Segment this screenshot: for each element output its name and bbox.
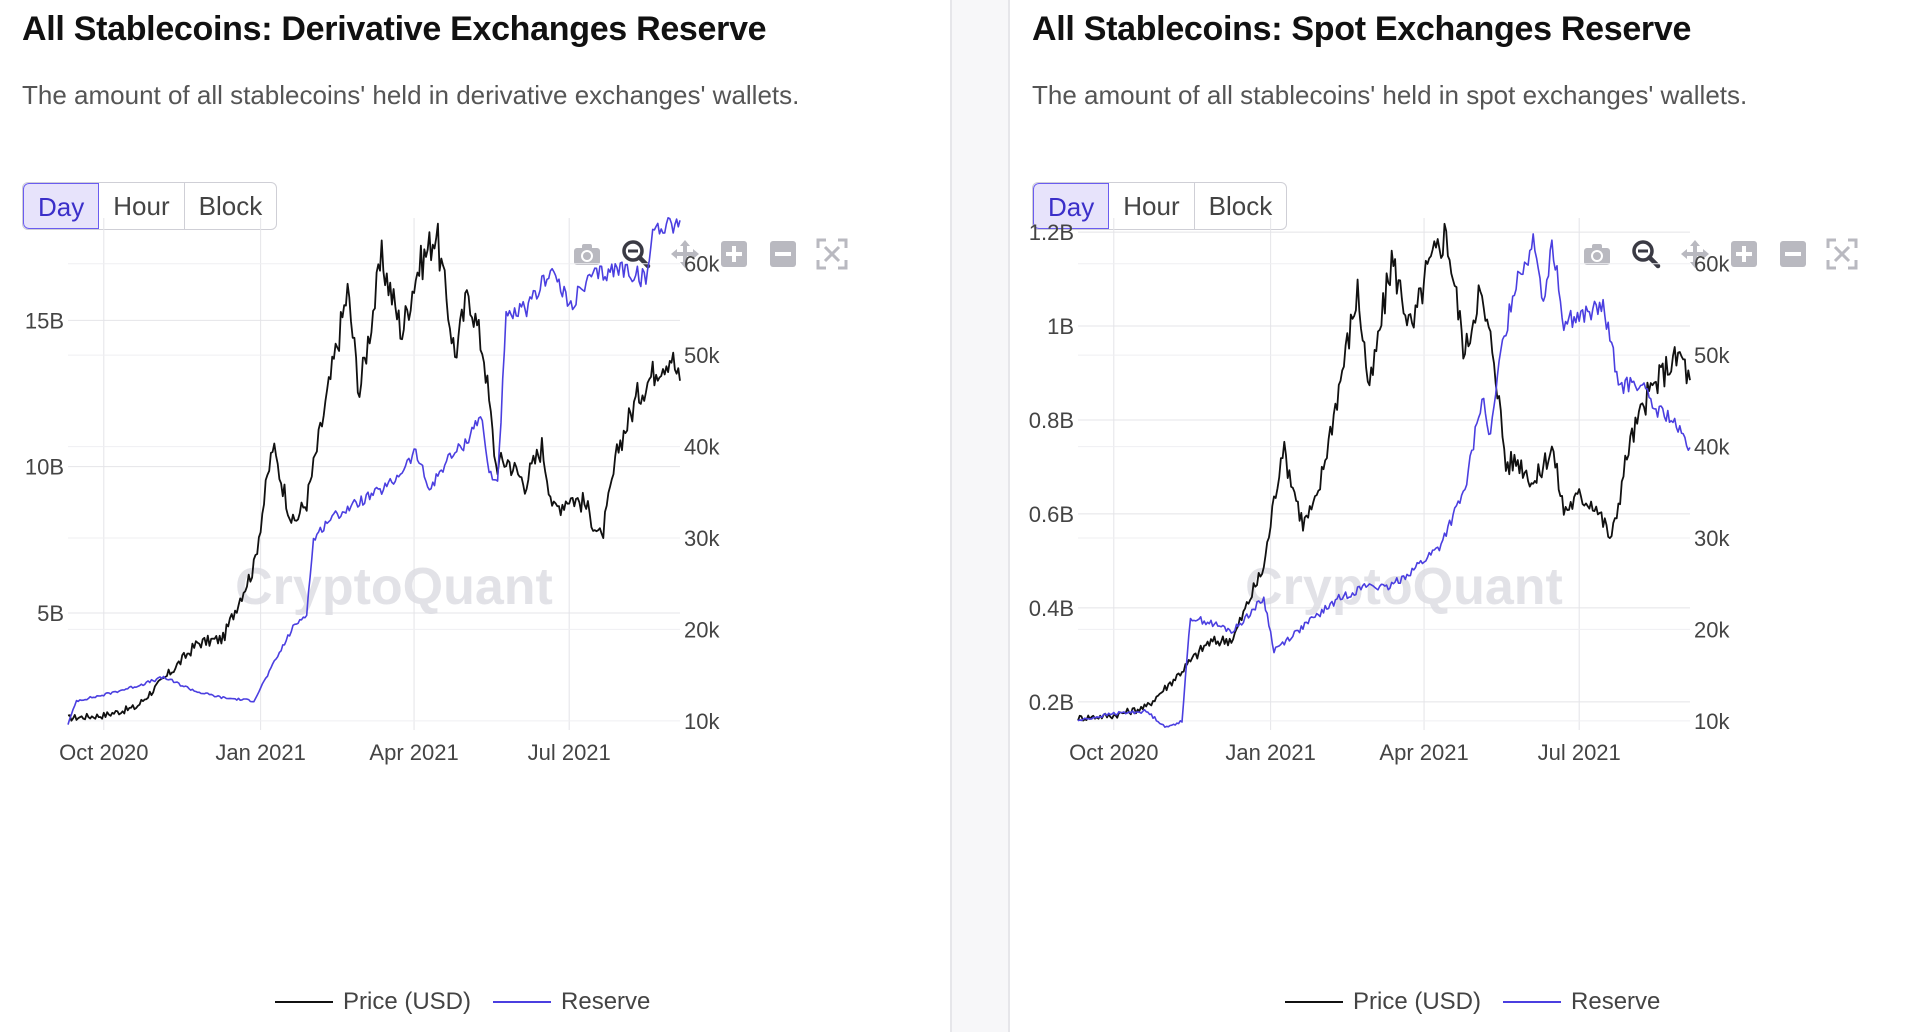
y-right-tick-label: 40k [1694, 435, 1730, 460]
resolution-toggle: Day Hour Block [1032, 182, 1288, 230]
derivative-reserve-chart[interactable]: Oct 2020 Jan 2021 Apr 2021 Jul 2021 5B 10B 15B… [0, 0, 950, 1032]
legend-item-reserve[interactable]: Reserve [493, 988, 650, 1016]
pan-icon[interactable] [1670, 236, 1719, 272]
y-right-tick-label: 60k [1694, 252, 1730, 277]
watermark: CryptoQuant [1245, 558, 1563, 616]
y-left-tick-label: 0.2B [1029, 690, 1074, 715]
y-left-tick-label: 1.2B [1029, 220, 1074, 245]
y-right-tick-label: 40k [684, 435, 720, 460]
y-left-tick-label: 10B [25, 455, 64, 480]
legend-label-price: Price (USD) [1353, 988, 1482, 1015]
x-tick-label: Apr 2021 [1379, 740, 1468, 765]
chart-title: All Stablecoins: Spot Exchanges Reserve [1032, 10, 1692, 48]
y-left-tick-label: 0.4B [1029, 596, 1074, 621]
modebar [1572, 236, 1866, 272]
y-right-tick-label: 50k [684, 343, 720, 368]
zoom-in-icon[interactable] [1719, 236, 1768, 272]
y-left-tick-label: 15B [25, 308, 64, 333]
autoscale-icon[interactable] [807, 236, 856, 272]
x-tick-label: Jan 2021 [215, 740, 306, 765]
y-left-tick-label: 5B [37, 601, 64, 626]
day-button[interactable]: Day [23, 183, 100, 229]
pan-icon[interactable] [660, 236, 709, 272]
reserve-swatch [1503, 1001, 1562, 1003]
chart-legend: Price (USD) Reserve [1285, 988, 1660, 1016]
reserve-swatch [493, 1001, 552, 1003]
derivative-panel: All Stablecoins: Derivative Exchanges Re… [0, 0, 950, 1032]
grid-lines [1078, 218, 1690, 730]
spot-panel: All Stablecoins: Spot Exchanges Reserve … [1010, 0, 1930, 1032]
zoom-in-icon[interactable] [709, 236, 758, 272]
autoscale-icon[interactable] [1817, 236, 1866, 272]
x-tick-label: Oct 2020 [59, 740, 148, 765]
legend-label-reserve: Reserve [1571, 988, 1661, 1015]
reserve-series-line [67, 217, 681, 725]
chart-subtitle: The amount of all stablecoins' held in d… [22, 80, 800, 110]
modebar [562, 236, 856, 272]
chart-legend: Price (USD) Reserve [275, 988, 650, 1016]
spot-reserve-chart[interactable]: Oct 2020 Jan 2021 Apr 2021 Jul 2021 0.2B 0.4B… [1010, 0, 1930, 1032]
legend-item-reserve[interactable]: Reserve [1503, 988, 1660, 1016]
hour-button[interactable]: Hour [1109, 183, 1195, 229]
y-left-tick-label: 0.8B [1029, 408, 1074, 433]
grid-lines [68, 218, 680, 730]
hour-button[interactable]: Hour [99, 183, 185, 229]
x-tick-label: Jul 2021 [1538, 740, 1621, 765]
price-series-line [1077, 222, 1691, 722]
y-right-tick-label: 30k [684, 526, 720, 551]
panel-divider [950, 0, 1010, 1032]
price-swatch [275, 1001, 333, 1003]
chart-title: All Stablecoins: Derivative Exchanges Re… [22, 10, 767, 48]
x-tick-label: Apr 2021 [369, 740, 458, 765]
x-tick-label: Jul 2021 [528, 740, 611, 765]
chart-subtitle: The amount of all stablecoins' held in s… [1032, 80, 1748, 110]
y-right-tick-label: 20k [684, 617, 720, 642]
legend-item-price[interactable]: Price (USD) [275, 988, 471, 1016]
zoom-icon[interactable] [1621, 236, 1670, 272]
camera-icon[interactable] [562, 236, 611, 272]
legend-label-reserve: Reserve [561, 988, 651, 1015]
x-tick-label: Jan 2021 [1225, 740, 1316, 765]
y-right-tick-label: 20k [1694, 617, 1730, 642]
zoom-out-icon[interactable] [1768, 236, 1817, 272]
y-right-tick-label: 10k [684, 709, 720, 734]
legend-item-price[interactable]: Price (USD) [1285, 988, 1481, 1016]
block-button[interactable]: Block [198, 191, 263, 221]
zoom-out-icon[interactable] [758, 236, 807, 272]
price-series-line [67, 222, 681, 722]
block-button[interactable]: Block [1208, 191, 1273, 221]
zoom-icon[interactable] [611, 236, 660, 272]
y-right-tick-label: 30k [1694, 526, 1730, 551]
watermark: CryptoQuant [235, 558, 553, 616]
y-left-tick-label: 1B [1047, 314, 1074, 339]
reserve-series-line [1077, 233, 1691, 728]
price-swatch [1285, 1001, 1343, 1003]
y-right-tick-label: 10k [1694, 709, 1730, 734]
x-tick-label: Oct 2020 [1069, 740, 1158, 765]
day-button[interactable]: Day [1033, 183, 1110, 229]
y-right-tick-label: 60k [684, 252, 720, 277]
y-left-tick-label: 0.6B [1029, 502, 1074, 527]
legend-label-price: Price (USD) [343, 988, 472, 1015]
resolution-toggle: Day Hour Block [22, 182, 278, 230]
camera-icon[interactable] [1572, 236, 1621, 272]
y-right-tick-label: 50k [1694, 343, 1730, 368]
